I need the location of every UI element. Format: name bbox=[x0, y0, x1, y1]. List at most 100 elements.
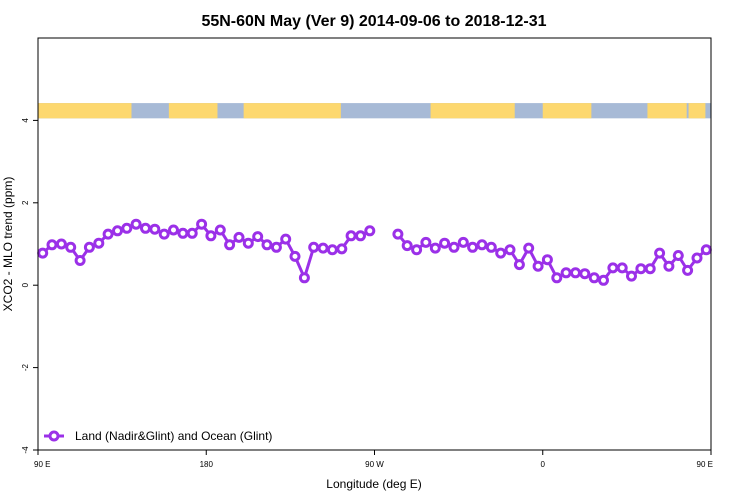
data-point bbox=[588, 272, 600, 284]
legend-marker-swatch bbox=[48, 430, 60, 442]
data-point bbox=[130, 218, 142, 230]
data-point bbox=[168, 224, 179, 236]
data-point bbox=[700, 244, 712, 256]
legend: Land (Nadir&Glint) and Ocean (Glint) bbox=[44, 429, 272, 443]
y-tick-label: 0 bbox=[21, 282, 30, 287]
surface-band-land bbox=[168, 103, 218, 119]
data-point bbox=[495, 247, 507, 259]
surface-band-land bbox=[243, 103, 341, 119]
plot-frame bbox=[37, 37, 712, 451]
data-point bbox=[112, 225, 123, 237]
data-point bbox=[298, 272, 310, 284]
data-point bbox=[252, 231, 264, 243]
data-point bbox=[691, 252, 703, 264]
data-point bbox=[186, 227, 198, 239]
data-point bbox=[485, 241, 497, 253]
data-point bbox=[644, 263, 656, 275]
data-point bbox=[270, 241, 282, 253]
data-point bbox=[46, 239, 58, 251]
data-point bbox=[532, 260, 544, 272]
data-point bbox=[74, 255, 86, 266]
chart-title: 55N-60N May (Ver 9) 2014-09-06 to 2018-1… bbox=[201, 13, 546, 30]
x-axis-label: Longitude (deg E) bbox=[326, 477, 421, 491]
data-point bbox=[326, 244, 338, 256]
data-point bbox=[289, 250, 301, 262]
data-point bbox=[364, 225, 376, 237]
data-point bbox=[158, 228, 170, 240]
data-point bbox=[672, 250, 684, 261]
data-point bbox=[635, 263, 647, 275]
x-tick-label: 0 bbox=[541, 460, 546, 469]
data-point bbox=[196, 218, 208, 230]
data-point bbox=[121, 222, 133, 234]
surface-band-ocean bbox=[38, 103, 711, 119]
data-point bbox=[102, 228, 114, 240]
data-point bbox=[429, 242, 441, 254]
surface-band-land bbox=[542, 103, 592, 119]
data-point bbox=[411, 244, 423, 256]
surface-band-land bbox=[647, 103, 687, 119]
x-tick-label: 90 W bbox=[365, 460, 384, 469]
data-point bbox=[504, 244, 516, 256]
data-point bbox=[467, 241, 479, 253]
data-point bbox=[616, 262, 628, 274]
data-point bbox=[177, 227, 189, 239]
data-point bbox=[420, 236, 432, 248]
surface-band bbox=[38, 103, 711, 119]
y-tick-label: -4 bbox=[21, 446, 30, 454]
surface-band-land bbox=[38, 103, 132, 119]
data-point bbox=[392, 228, 404, 240]
surface-band-land bbox=[430, 103, 515, 119]
data-point bbox=[37, 247, 49, 259]
data-point bbox=[83, 241, 95, 253]
data-point bbox=[336, 243, 348, 255]
data-point bbox=[523, 242, 535, 254]
y-axis: -4 -2 0 2 4 bbox=[21, 118, 38, 454]
data-point bbox=[317, 242, 329, 254]
data-point bbox=[457, 236, 469, 248]
data-point bbox=[65, 241, 77, 253]
data-point bbox=[682, 264, 694, 276]
data-point bbox=[541, 254, 553, 266]
y-tick-label: -2 bbox=[21, 363, 30, 371]
data-point bbox=[308, 241, 320, 253]
series-points bbox=[37, 218, 712, 286]
data-point bbox=[598, 274, 609, 286]
data-point bbox=[140, 222, 151, 234]
surface-band-land bbox=[688, 103, 706, 119]
data-point bbox=[233, 231, 245, 243]
data-point bbox=[55, 238, 67, 250]
legend-label: Land (Nadir&Glint) and Ocean (Glint) bbox=[75, 429, 272, 443]
x-tick-label: 90 E bbox=[697, 460, 713, 469]
data-point bbox=[149, 223, 161, 235]
data-point bbox=[626, 270, 637, 282]
data-point bbox=[607, 262, 619, 274]
y-axis-label: XCO2 - MLO trend (ppm) bbox=[1, 177, 15, 312]
data-point bbox=[551, 272, 563, 284]
y-tick-label: 2 bbox=[21, 200, 30, 205]
data-point bbox=[448, 241, 460, 253]
x-axis: 90 E 180 90 W 0 90 E bbox=[34, 450, 713, 469]
data-point bbox=[513, 259, 525, 271]
x-tick-label: 90 E bbox=[34, 460, 50, 469]
data-point bbox=[355, 230, 366, 242]
data-point bbox=[476, 239, 488, 251]
data-point bbox=[242, 237, 254, 249]
data-point bbox=[93, 237, 105, 249]
data-point bbox=[205, 230, 217, 242]
y-tick-label: 4 bbox=[21, 118, 30, 123]
data-point bbox=[570, 267, 581, 279]
data-point bbox=[560, 267, 572, 279]
data-point bbox=[401, 240, 413, 252]
data-point bbox=[439, 237, 451, 249]
data-point bbox=[663, 260, 675, 272]
data-point bbox=[261, 239, 273, 251]
data-point bbox=[280, 233, 292, 245]
data-point bbox=[579, 268, 591, 280]
data-point bbox=[345, 230, 357, 242]
data-point bbox=[654, 247, 666, 259]
data-point bbox=[214, 224, 226, 236]
data-point bbox=[224, 239, 236, 251]
x-tick-label: 180 bbox=[200, 460, 214, 469]
